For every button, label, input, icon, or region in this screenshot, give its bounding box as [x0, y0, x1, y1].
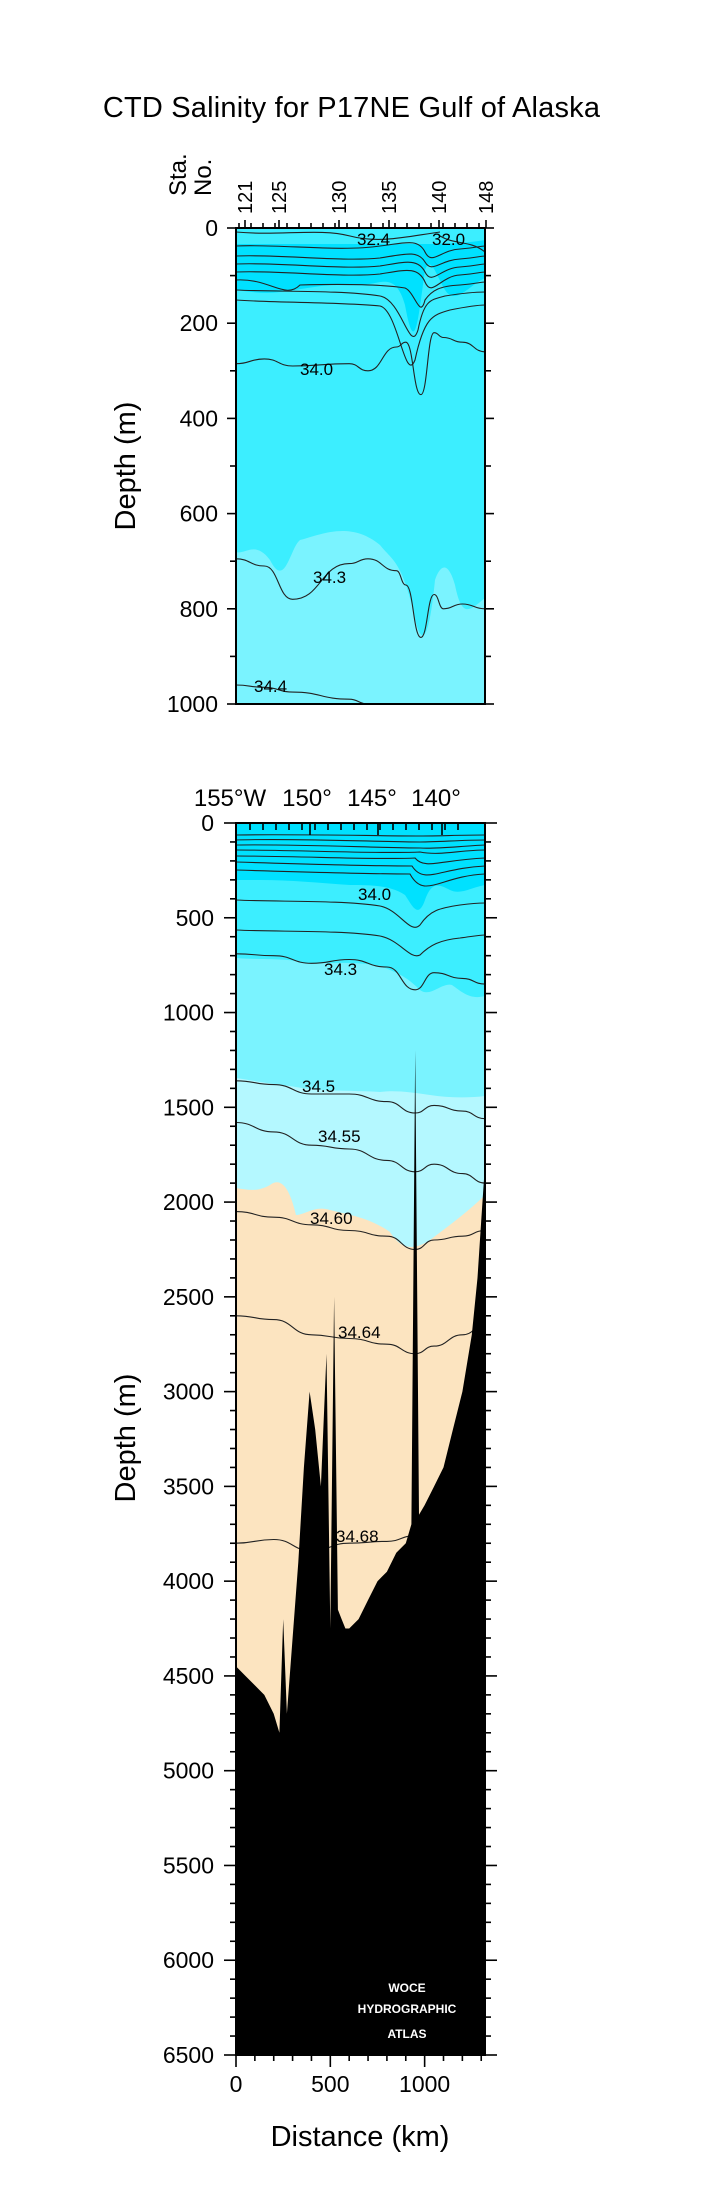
bottom-contour-34.6 [236, 1211, 485, 1251]
top-y-tick-label: 400 [180, 405, 218, 431]
station-axis-label-sta: Sta. [165, 153, 192, 196]
bottom-contour-34.64 [236, 1315, 485, 1355]
bottom-y-axis: 0 500 1000 1500 2000 2500 3000 3500 4000 4500 5000… [163, 810, 497, 2068]
bottom-halocline-contours [236, 834, 485, 957]
bottom-band-34.0 [236, 823, 485, 910]
top-contour-34.3 [236, 558, 485, 638]
top-band-upper [236, 228, 485, 332]
bottom-contour-34.5 [236, 1080, 485, 1120]
station-tick-label: 121 [235, 181, 257, 214]
station-axis-label-no: No. [190, 159, 217, 196]
contour-label-34.0-bottom: 34.0 [358, 885, 391, 904]
top-panel-fill [236, 228, 485, 704]
watermark-line-2: HYDROGRAPHIC [358, 2002, 457, 2016]
woce-watermark: WOCE HYDROGRAPHIC ATLAS [358, 1981, 457, 2041]
bottom-x-tick-label: 500 [311, 2071, 349, 2097]
watermark-line-1: WOCE [388, 1981, 425, 1995]
top-y-tick-label: 0 [205, 215, 218, 241]
bottom-y-tick-label: 1500 [163, 1094, 214, 1120]
chart-title: CTD Salinity for P17NE Gulf of Alaska [102, 92, 601, 124]
bottom-y-tick-label: 3500 [163, 1473, 214, 1499]
bottom-y-tick-label: 500 [176, 905, 214, 931]
bottom-x-tick-label: 0 [230, 2071, 243, 2097]
bottom-contour-34.3 [236, 953, 485, 991]
top-contour-32.4-line [236, 231, 441, 240]
station-tick-label: 135 [379, 181, 401, 214]
bottom-x-axis-label: Distance (km) [271, 2121, 450, 2153]
longitude-tick-label: 155°W [194, 785, 267, 812]
top-station-axis: 121 125 130 135 140 148 [235, 181, 498, 228]
top-contour-lines [236, 332, 485, 704]
bottom-contour-labels: 34.0 34.3 34.5 34.55 34.60 34.64 34.68 [302, 885, 391, 1546]
bottom-y-axis-label: Depth (m) [110, 1374, 142, 1503]
contour-label-34.3-bottom: 34.3 [324, 960, 357, 979]
contour-label-34.3: 34.3 [313, 568, 346, 587]
station-tick-label: 125 [269, 181, 291, 214]
bottom-plot-frame [235, 822, 486, 2056]
station-tick-label: 130 [329, 181, 351, 214]
contour-label-34.68: 34.68 [336, 1527, 379, 1546]
contour-label-34.0: 34.0 [300, 360, 333, 379]
top-contour-32.0-line [439, 235, 485, 253]
top-y-tick-label: 800 [180, 596, 218, 622]
contour-label-32.0: 32.0 [432, 230, 465, 249]
longitude-tick-label: 140° [411, 785, 461, 812]
seafloor [236, 1050, 485, 2055]
contour-label-32.4: 32.4 [357, 230, 390, 249]
top-y-axis-label: Depth (m) [110, 402, 142, 531]
top-y-tick-label: 200 [180, 310, 218, 336]
bottom-y-tick-label: 1000 [163, 1000, 214, 1026]
top-contour-34 [236, 332, 485, 396]
longitude-tick-label: 150° [282, 785, 332, 812]
bottom-y-tick-label: 4500 [163, 1663, 214, 1689]
top-panel: 32.4 32.0 34.0 34.3 34.4 0 200 400 600 800 10… [110, 153, 498, 717]
watermark-line-3: ATLAS [387, 2027, 426, 2041]
bottom-y-tick-label: 2000 [163, 1189, 214, 1215]
top-contour-labels: 32.4 32.0 34.0 34.3 34.4 [254, 230, 465, 696]
bottom-terrain [236, 1050, 485, 2055]
top-y-tick-label: 600 [180, 501, 218, 527]
contour-label-34.60: 34.60 [310, 1209, 353, 1228]
bottom-x-tick-label: 1000 [399, 2071, 450, 2097]
top-y-tick-label: 1000 [167, 691, 218, 717]
contour-label-34.55: 34.55 [318, 1127, 361, 1146]
bottom-y-tick-label: 4000 [163, 1568, 214, 1594]
top-contour-34.4 [236, 684, 485, 704]
station-tick-label: 148 [476, 181, 498, 214]
bottom-contour-34.55 [236, 1121, 485, 1184]
contour-label-34.64: 34.64 [338, 1323, 381, 1342]
top-halocline-contours [236, 242, 485, 366]
bottom-y-tick-label: 6000 [163, 1947, 214, 1973]
bottom-y-tick-label: 2500 [163, 1284, 214, 1310]
bottom-panel: 34.0 34.3 34.5 34.55 34.60 34.64 34.68 W… [110, 785, 497, 2153]
contour-label-34.4: 34.4 [254, 677, 287, 696]
bottom-longitude-axis: 155°W 150° 145° 140° [194, 785, 461, 835]
bottom-y-tick-label: 3000 [163, 1379, 214, 1405]
station-tick-label: 140 [429, 181, 451, 214]
bottom-y-tick-label: 5000 [163, 1758, 214, 1784]
bottom-y-tick-label: 6500 [163, 2042, 214, 2068]
longitude-tick-label: 145° [347, 785, 397, 812]
bottom-x-axis: 0 500 1000 [230, 2055, 483, 2097]
bottom-y-tick-label: 0 [201, 810, 214, 836]
contour-label-34.5: 34.5 [302, 1077, 335, 1096]
top-y-axis: 0 200 400 600 800 1000 [167, 215, 494, 717]
bottom-y-tick-label: 5500 [163, 1852, 214, 1878]
